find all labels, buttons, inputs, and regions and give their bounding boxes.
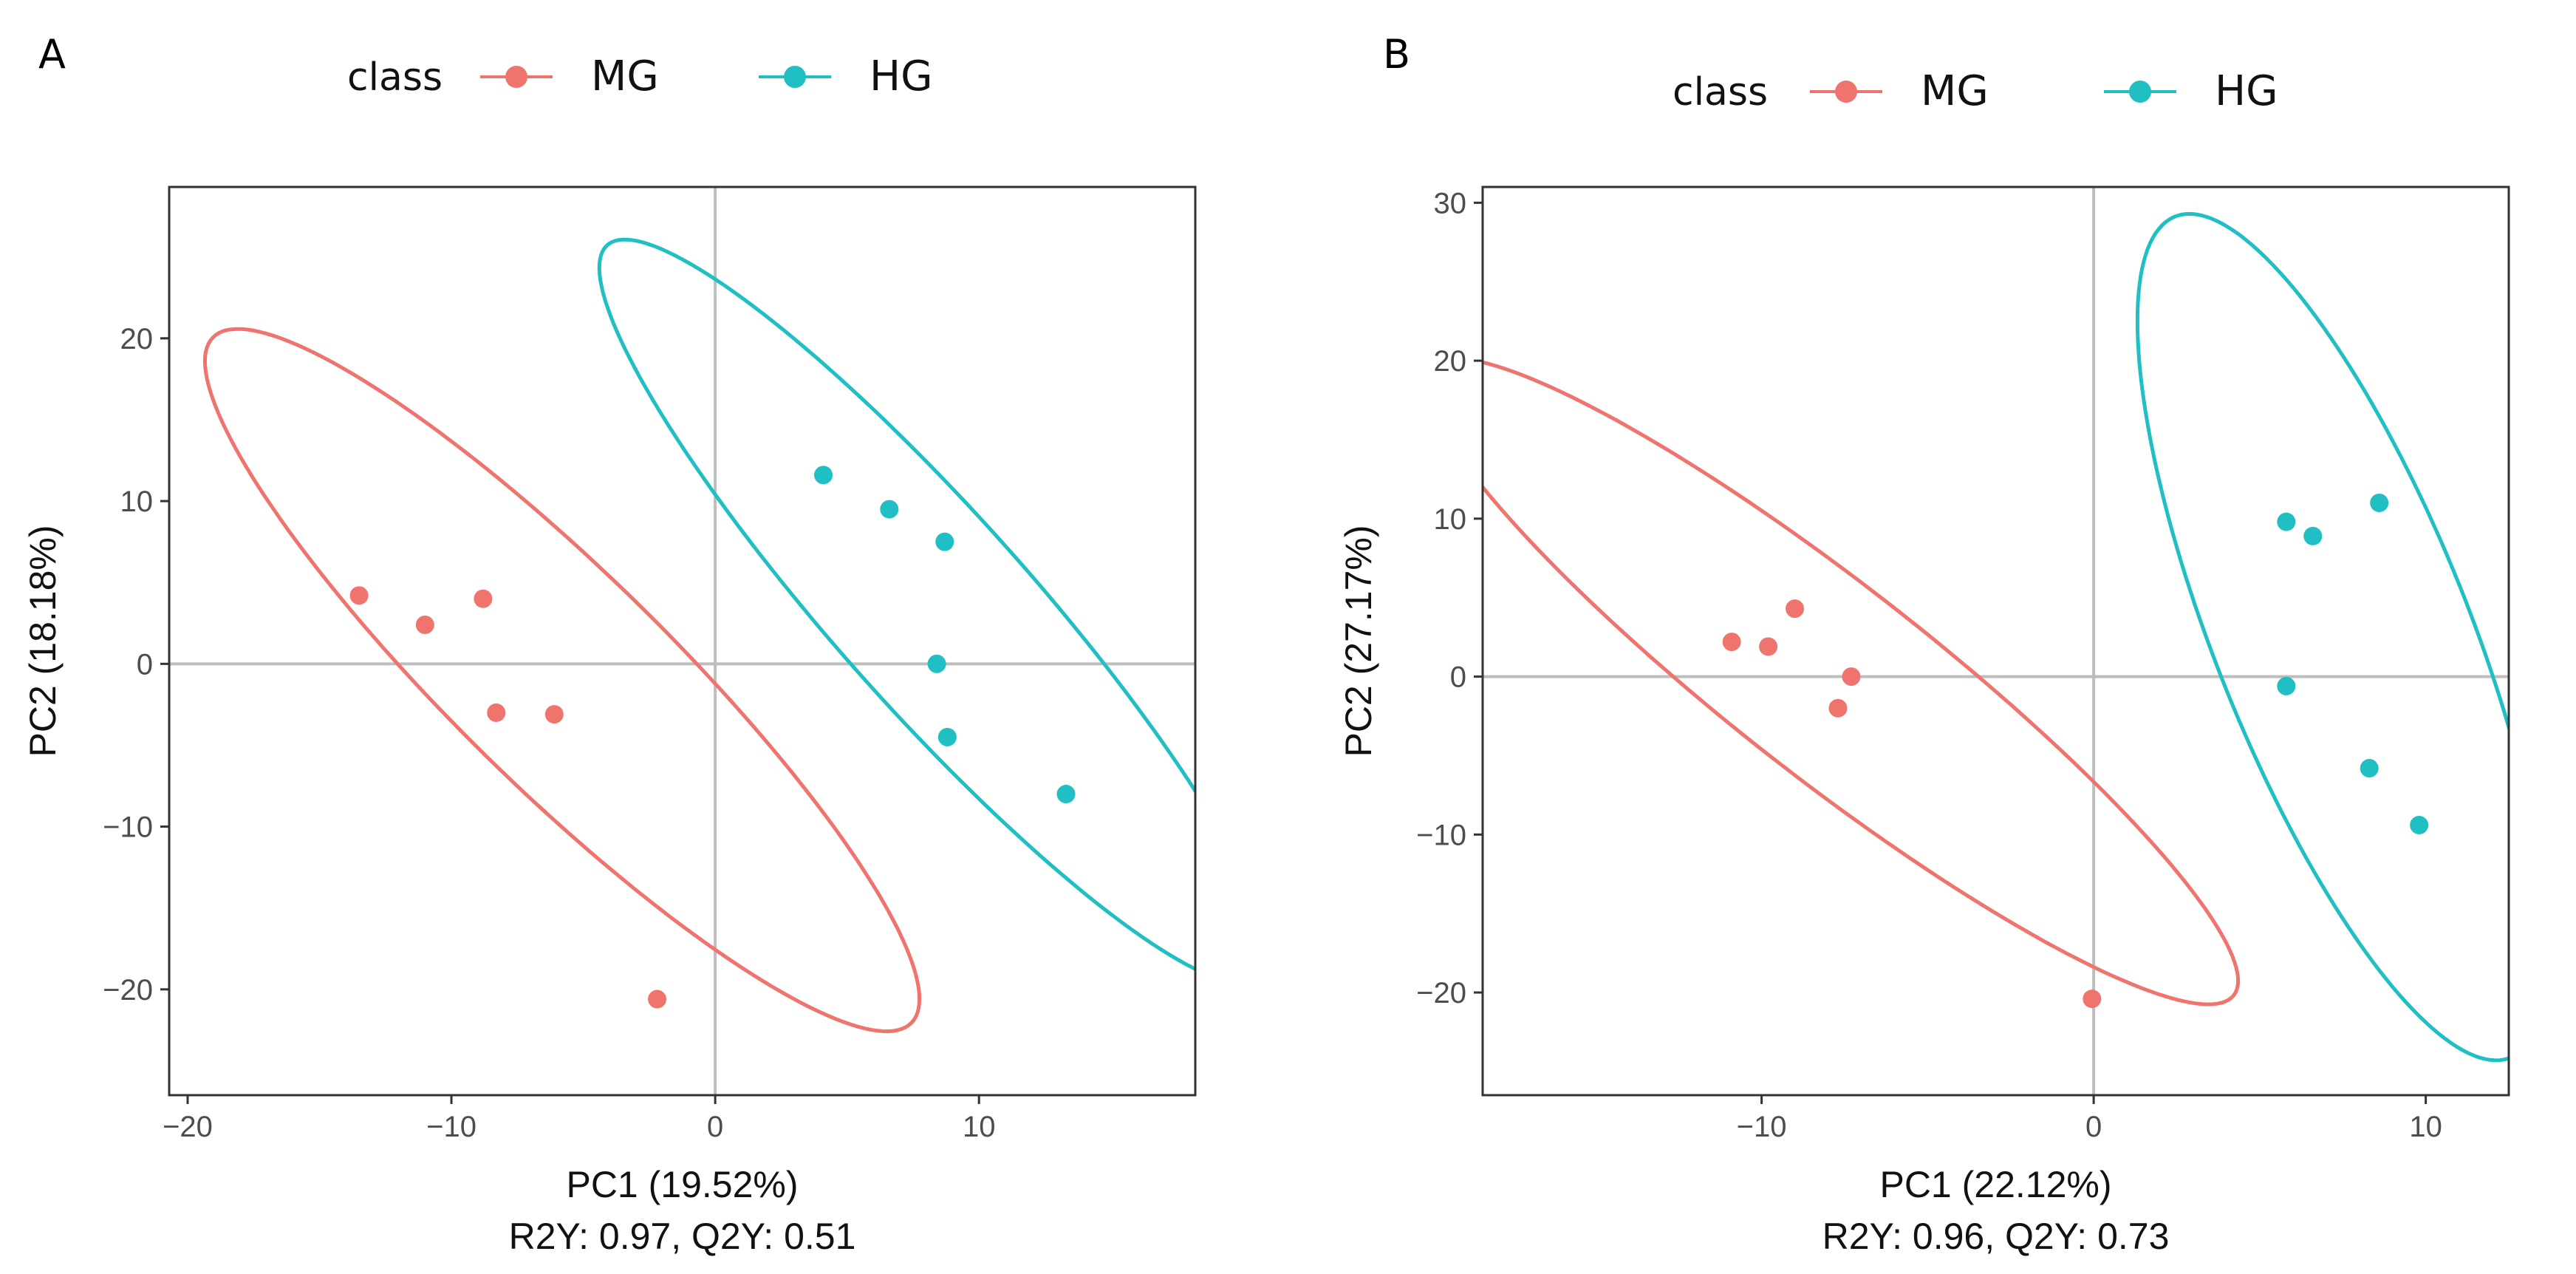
- y-tick-label: 0: [137, 648, 153, 681]
- x-tick-label: 10: [963, 1111, 996, 1143]
- x-tick-label: −20: [163, 1111, 213, 1143]
- plot-frame: [1481, 185, 2510, 1097]
- data-point-hg: [927, 654, 946, 673]
- data-point-hg: [2370, 493, 2389, 512]
- x-tick-label: 10: [2409, 1111, 2442, 1143]
- y-tick-label: −10: [103, 811, 153, 844]
- model-stats-caption: R2Y: 0.97, Q2Y: 0.51: [509, 1216, 856, 1257]
- y-axis-title: PC2 (27.17%): [1338, 525, 1379, 757]
- reference-lines: [169, 187, 1195, 1095]
- data-point-hg: [880, 500, 899, 519]
- data-point-hg: [935, 532, 954, 551]
- data-point-hg: [2303, 526, 2323, 545]
- y-tick-label: 20: [1434, 345, 1467, 378]
- confidence-ellipse-mg: [1483, 360, 2241, 1006]
- legend-label-mg: MG: [1921, 67, 1989, 115]
- x-tick-label: −10: [1737, 1111, 1787, 1143]
- data-point-mg: [487, 703, 506, 722]
- y-tick-label: 20: [120, 323, 154, 355]
- data-point-hg: [2360, 759, 2379, 778]
- panel-letter: B: [1383, 31, 1410, 78]
- legend-key-glyph: a: [2133, 79, 2147, 105]
- y-tick-label: 0: [1450, 661, 1466, 694]
- data-point-mg: [474, 589, 493, 608]
- legend-key-glyph: a: [788, 64, 802, 90]
- legend-title: class: [347, 55, 443, 100]
- plot-area: [202, 237, 1195, 1034]
- x-tick-label: 0: [707, 1111, 723, 1143]
- x-tick-label: 0: [2085, 1111, 2102, 1143]
- data-point-mg: [544, 705, 564, 724]
- x-axis-title: PC1 (19.52%): [566, 1164, 798, 1205]
- y-tick-label: −20: [103, 974, 153, 1006]
- data-point-mg: [349, 586, 369, 605]
- data-point-mg: [415, 615, 434, 634]
- legend-label-mg: MG: [591, 52, 659, 101]
- confidence-ellipse-hg: [597, 237, 1195, 972]
- data-point-hg: [1056, 785, 1076, 804]
- data-point-hg: [2277, 512, 2296, 531]
- y-tick-label: −20: [1416, 977, 1466, 1009]
- data-point-mg: [1722, 633, 1741, 652]
- legend-key-mg: a: [480, 64, 553, 90]
- data-point-mg: [1759, 637, 1778, 656]
- legend-key-glyph: a: [1839, 79, 1853, 105]
- y-axis-title: PC2 (18.18%): [22, 525, 64, 757]
- legend-label-hg: HG: [2215, 67, 2278, 115]
- data-point-mg: [1786, 599, 1805, 619]
- data-point-mg: [2083, 989, 2102, 1009]
- panel-letter: A: [38, 31, 66, 78]
- data-point-hg: [2410, 816, 2429, 835]
- data-point-mg: [1828, 698, 1848, 718]
- legend-title: class: [1673, 70, 1768, 115]
- legend-key-mg: a: [1810, 79, 1882, 105]
- data-point-hg: [937, 727, 957, 746]
- plot-frame: [168, 185, 1197, 1097]
- legend-key-hg: a: [2104, 79, 2176, 105]
- data-point-hg: [2277, 676, 2296, 695]
- legend-key-glyph: a: [510, 64, 523, 90]
- x-axis-title: PC1 (22.12%): [1879, 1164, 2111, 1205]
- confidence-ellipse-mg: [202, 327, 922, 1034]
- data-point-hg: [814, 466, 833, 485]
- legend-label-hg: HG: [870, 52, 933, 101]
- data-point-mg: [1842, 667, 1861, 687]
- y-tick-label: −10: [1416, 819, 1466, 851]
- model-stats-caption: R2Y: 0.96, Q2Y: 0.73: [1822, 1216, 2170, 1257]
- y-tick-label: 10: [120, 486, 154, 518]
- confidence-ellipse-hg: [2135, 211, 2509, 1063]
- legend-key-hg: a: [759, 64, 831, 90]
- y-tick-label: 10: [1434, 503, 1467, 536]
- y-tick-label: 30: [1434, 187, 1467, 219]
- plot-area: [1483, 211, 2509, 1063]
- data-point-mg: [648, 989, 667, 1009]
- x-tick-label: −10: [426, 1111, 476, 1143]
- reference-lines: [1483, 187, 2509, 1095]
